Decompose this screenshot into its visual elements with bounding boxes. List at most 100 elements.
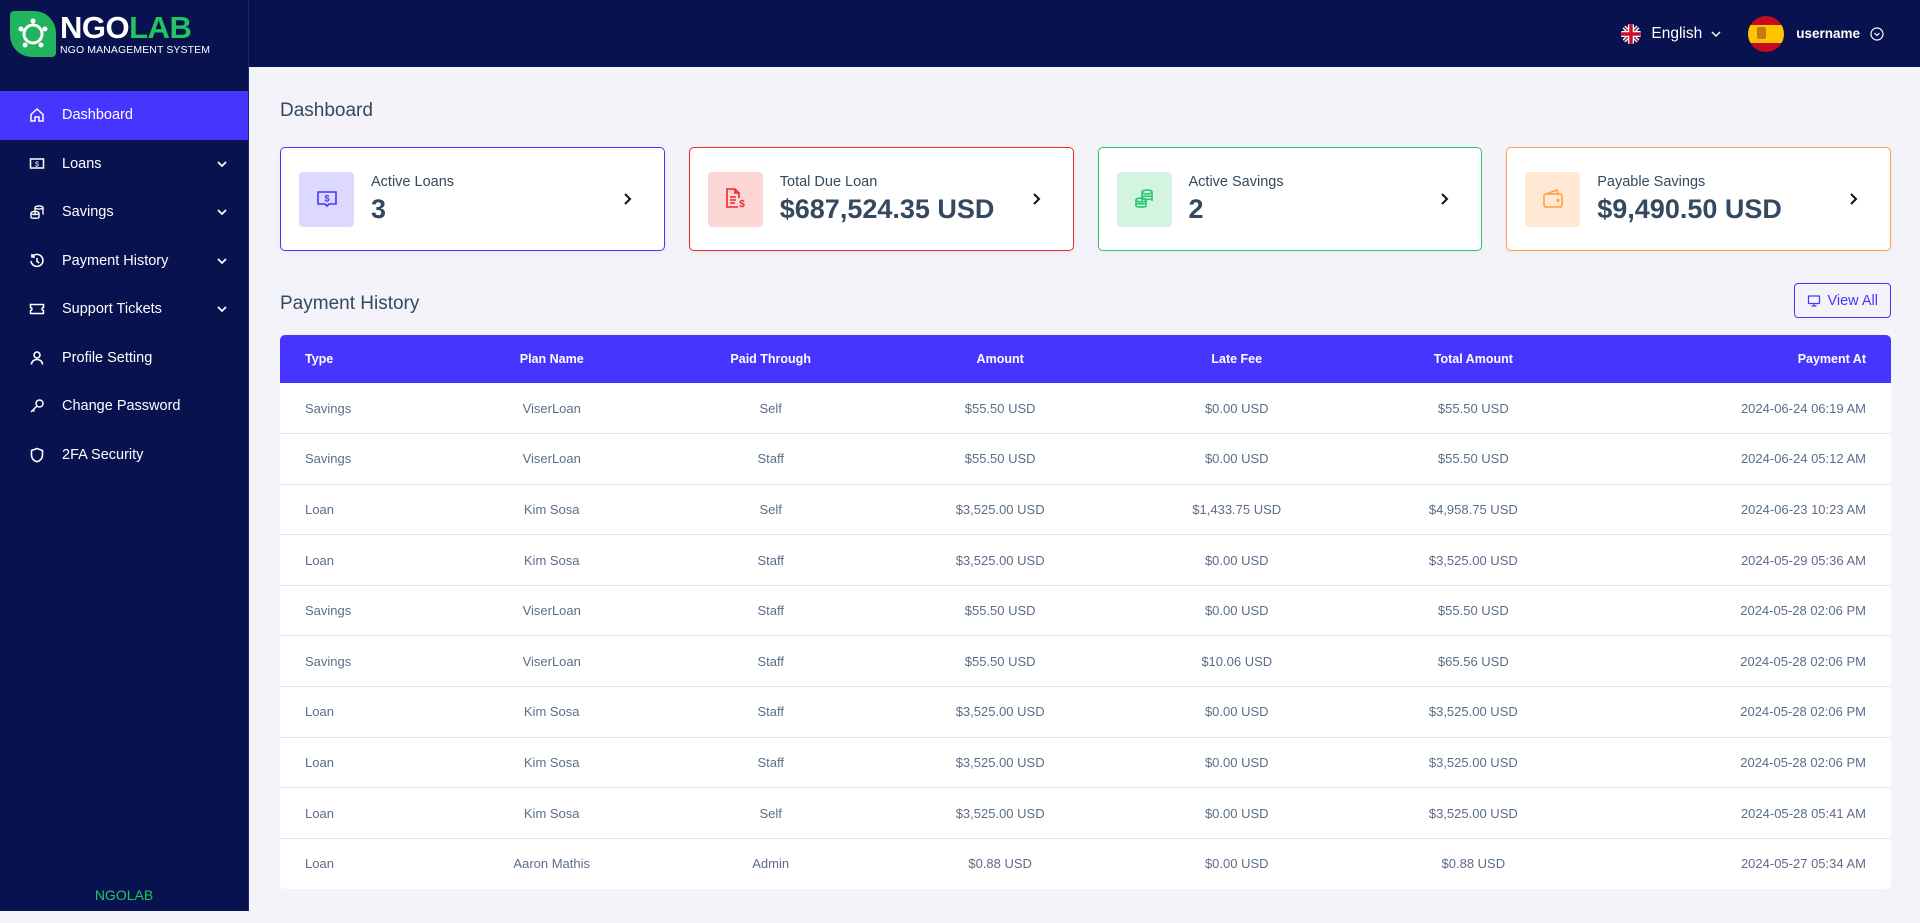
cell-type: Loan (305, 805, 334, 821)
cell-plan-name: Kim Sosa (523, 754, 580, 770)
cell-type: Loan (305, 856, 334, 872)
cell-amount: $3,525.00 USD (955, 754, 1045, 770)
card-value: 2 (1188, 193, 1204, 224)
cell-total-amount: $3,525.00 USD (1428, 805, 1518, 821)
cell-late-fee: $0.00 USD (1204, 856, 1269, 872)
card-active-loans[interactable]: $ Active Loans 3 (280, 147, 665, 251)
table-header-row: Type Plan Name Paid Through Amount Late … (280, 335, 1891, 383)
card-label: Total Due Loan (779, 173, 878, 190)
cell-total-amount: $4,958.75 USD (1428, 501, 1518, 517)
sidebar-item-loans[interactable]: $ Loans (0, 140, 248, 189)
chevron-right-icon (1441, 193, 1449, 205)
sidebar-item-label: Support Tickets (62, 301, 162, 318)
chevron-down-icon (217, 161, 227, 168)
cell-total-amount: $65.56 USD (1437, 653, 1509, 669)
cell-total-amount: $55.50 USD (1437, 451, 1509, 467)
sidebar-item-profile-setting[interactable]: Profile Setting (0, 334, 248, 383)
user-menu[interactable]: username (1748, 15, 1884, 52)
cell-payment-at: 2024-05-27 05:34 AM (1740, 856, 1866, 872)
cell-payment-at: 2024-06-24 05:12 AM (1740, 451, 1866, 467)
sidebar-item-label: Savings (62, 204, 114, 221)
cell-plan-name: ViserLoan (522, 400, 581, 416)
sidebar-item-label: Loans (62, 155, 102, 172)
card-active-savings[interactable]: Active Savings 2 (1097, 147, 1483, 251)
home-icon (28, 106, 46, 124)
cell-amount: $55.50 USD (964, 653, 1036, 669)
sidebar-item-label: Profile Setting (62, 349, 153, 366)
cell-type: Savings (305, 603, 352, 619)
cell-amount: $3,525.00 USD (955, 805, 1045, 821)
cell-payment-at: 2024-05-28 02:06 PM (1740, 704, 1866, 720)
card-value: $9,490.50 USD (1597, 193, 1782, 224)
key-icon (28, 397, 46, 415)
cell-type: Loan (305, 754, 334, 770)
sidebar-item-dashboard[interactable]: Dashboard (0, 91, 248, 140)
cell-type: Loan (305, 704, 334, 720)
cell-plan-name: Kim Sosa (523, 501, 580, 517)
cell-plan-name: ViserLoan (522, 653, 581, 669)
sidebar-footer-brand: NGOLAB (94, 887, 154, 903)
shield-icon (28, 446, 46, 464)
svg-text:$: $ (739, 199, 745, 210)
chevron-down-icon (1711, 31, 1721, 37)
sidebar-item-payment-history[interactable]: Payment History (0, 237, 248, 286)
cell-total-amount: $3,525.00 USD (1428, 552, 1518, 568)
payment-history-table: Type Plan Name Paid Through Amount Late … (280, 335, 1891, 889)
sidebar-item-label: Dashboard (62, 107, 133, 124)
logo-people-circle-icon (10, 10, 56, 57)
coins-icon (28, 203, 46, 221)
chevron-circle-down-icon (1870, 26, 1884, 41)
history-icon (28, 252, 46, 270)
cell-total-amount: $3,525.00 USD (1428, 704, 1518, 720)
cell-plan-name: ViserLoan (522, 603, 581, 619)
chevron-down-icon (217, 258, 227, 265)
cell-total-amount: $55.50 USD (1437, 603, 1509, 619)
card-value: 3 (371, 193, 387, 224)
column-header-late-fee: Late Fee (1211, 352, 1263, 366)
cell-payment-at: 2024-05-28 02:06 PM (1740, 754, 1866, 770)
avatar (1748, 15, 1785, 52)
language-selector[interactable]: English (1621, 23, 1722, 44)
cell-paid-through: Self (759, 805, 782, 821)
sidebar-item-label: 2FA Security (62, 446, 144, 463)
cell-amount: $3,525.00 USD (955, 501, 1045, 517)
cell-amount: $3,525.00 USD (955, 552, 1045, 568)
cell-paid-through: Staff (757, 704, 784, 720)
table-row: Loan Aaron Mathis Admin $0.88 USD $0.00 … (280, 838, 1891, 889)
language-label: English (1651, 24, 1703, 42)
cell-paid-through: Staff (757, 653, 784, 669)
sidebar-item-support-tickets[interactable]: Support Tickets (0, 285, 248, 334)
cell-payment-at: 2024-05-28 05:41 AM (1740, 805, 1866, 821)
table-row: Loan Kim Sosa Staff $3,525.00 USD $0.00 … (280, 737, 1891, 788)
card-label: Active Loans (371, 173, 455, 190)
column-header-amount: Amount (976, 352, 1024, 366)
view-all-button[interactable]: View All (1794, 283, 1891, 318)
column-header-plan-name: Plan Name (519, 352, 584, 366)
table-row: Savings ViserLoan Self $55.50 USD $0.00 … (280, 383, 1891, 434)
logo-name: NGOLAB (60, 12, 210, 43)
cell-late-fee: $0.00 USD (1204, 805, 1269, 821)
cell-late-fee: $0.00 USD (1204, 400, 1269, 416)
logo[interactable]: NGOLAB NGO MANAGEMENT SYSTEM (0, 0, 248, 67)
cell-type: Savings (305, 400, 352, 416)
sidebar: NGOLAB NGO MANAGEMENT SYSTEM Dashboard $… (0, 0, 249, 911)
cell-plan-name: Kim Sosa (523, 704, 580, 720)
user-icon (28, 349, 46, 367)
table-row: Loan Kim Sosa Self $3,525.00 USD $0.00 U… (280, 788, 1891, 839)
cell-plan-name: ViserLoan (522, 451, 581, 467)
username-label: username (1796, 26, 1860, 41)
column-header-payment-at: Payment At (1797, 352, 1866, 366)
logo-tagline: NGO MANAGEMENT SYSTEM (60, 43, 211, 56)
desktop-icon (1808, 294, 1821, 307)
cell-paid-through: Staff (757, 552, 784, 568)
sidebar-item-change-password[interactable]: Change Password (0, 382, 248, 431)
sidebar-item-2fa-security[interactable]: 2FA Security (0, 431, 248, 480)
card-payable-savings[interactable]: Payable Savings $9,490.50 USD (1506, 147, 1891, 251)
table-row: Loan Kim Sosa Staff $3,525.00 USD $0.00 … (280, 535, 1891, 586)
cell-payment-at: 2024-06-23 10:23 AM (1740, 501, 1866, 517)
card-total-due-loan[interactable]: $ Total Due Loan $687,524.35 USD (688, 147, 1074, 251)
sidebar-item-savings[interactable]: Savings (0, 188, 248, 237)
column-header-paid-through: Paid Through (730, 352, 811, 366)
invoice-dollar-icon: $ (707, 171, 763, 227)
cell-payment-at: 2024-05-28 02:06 PM (1740, 653, 1866, 669)
